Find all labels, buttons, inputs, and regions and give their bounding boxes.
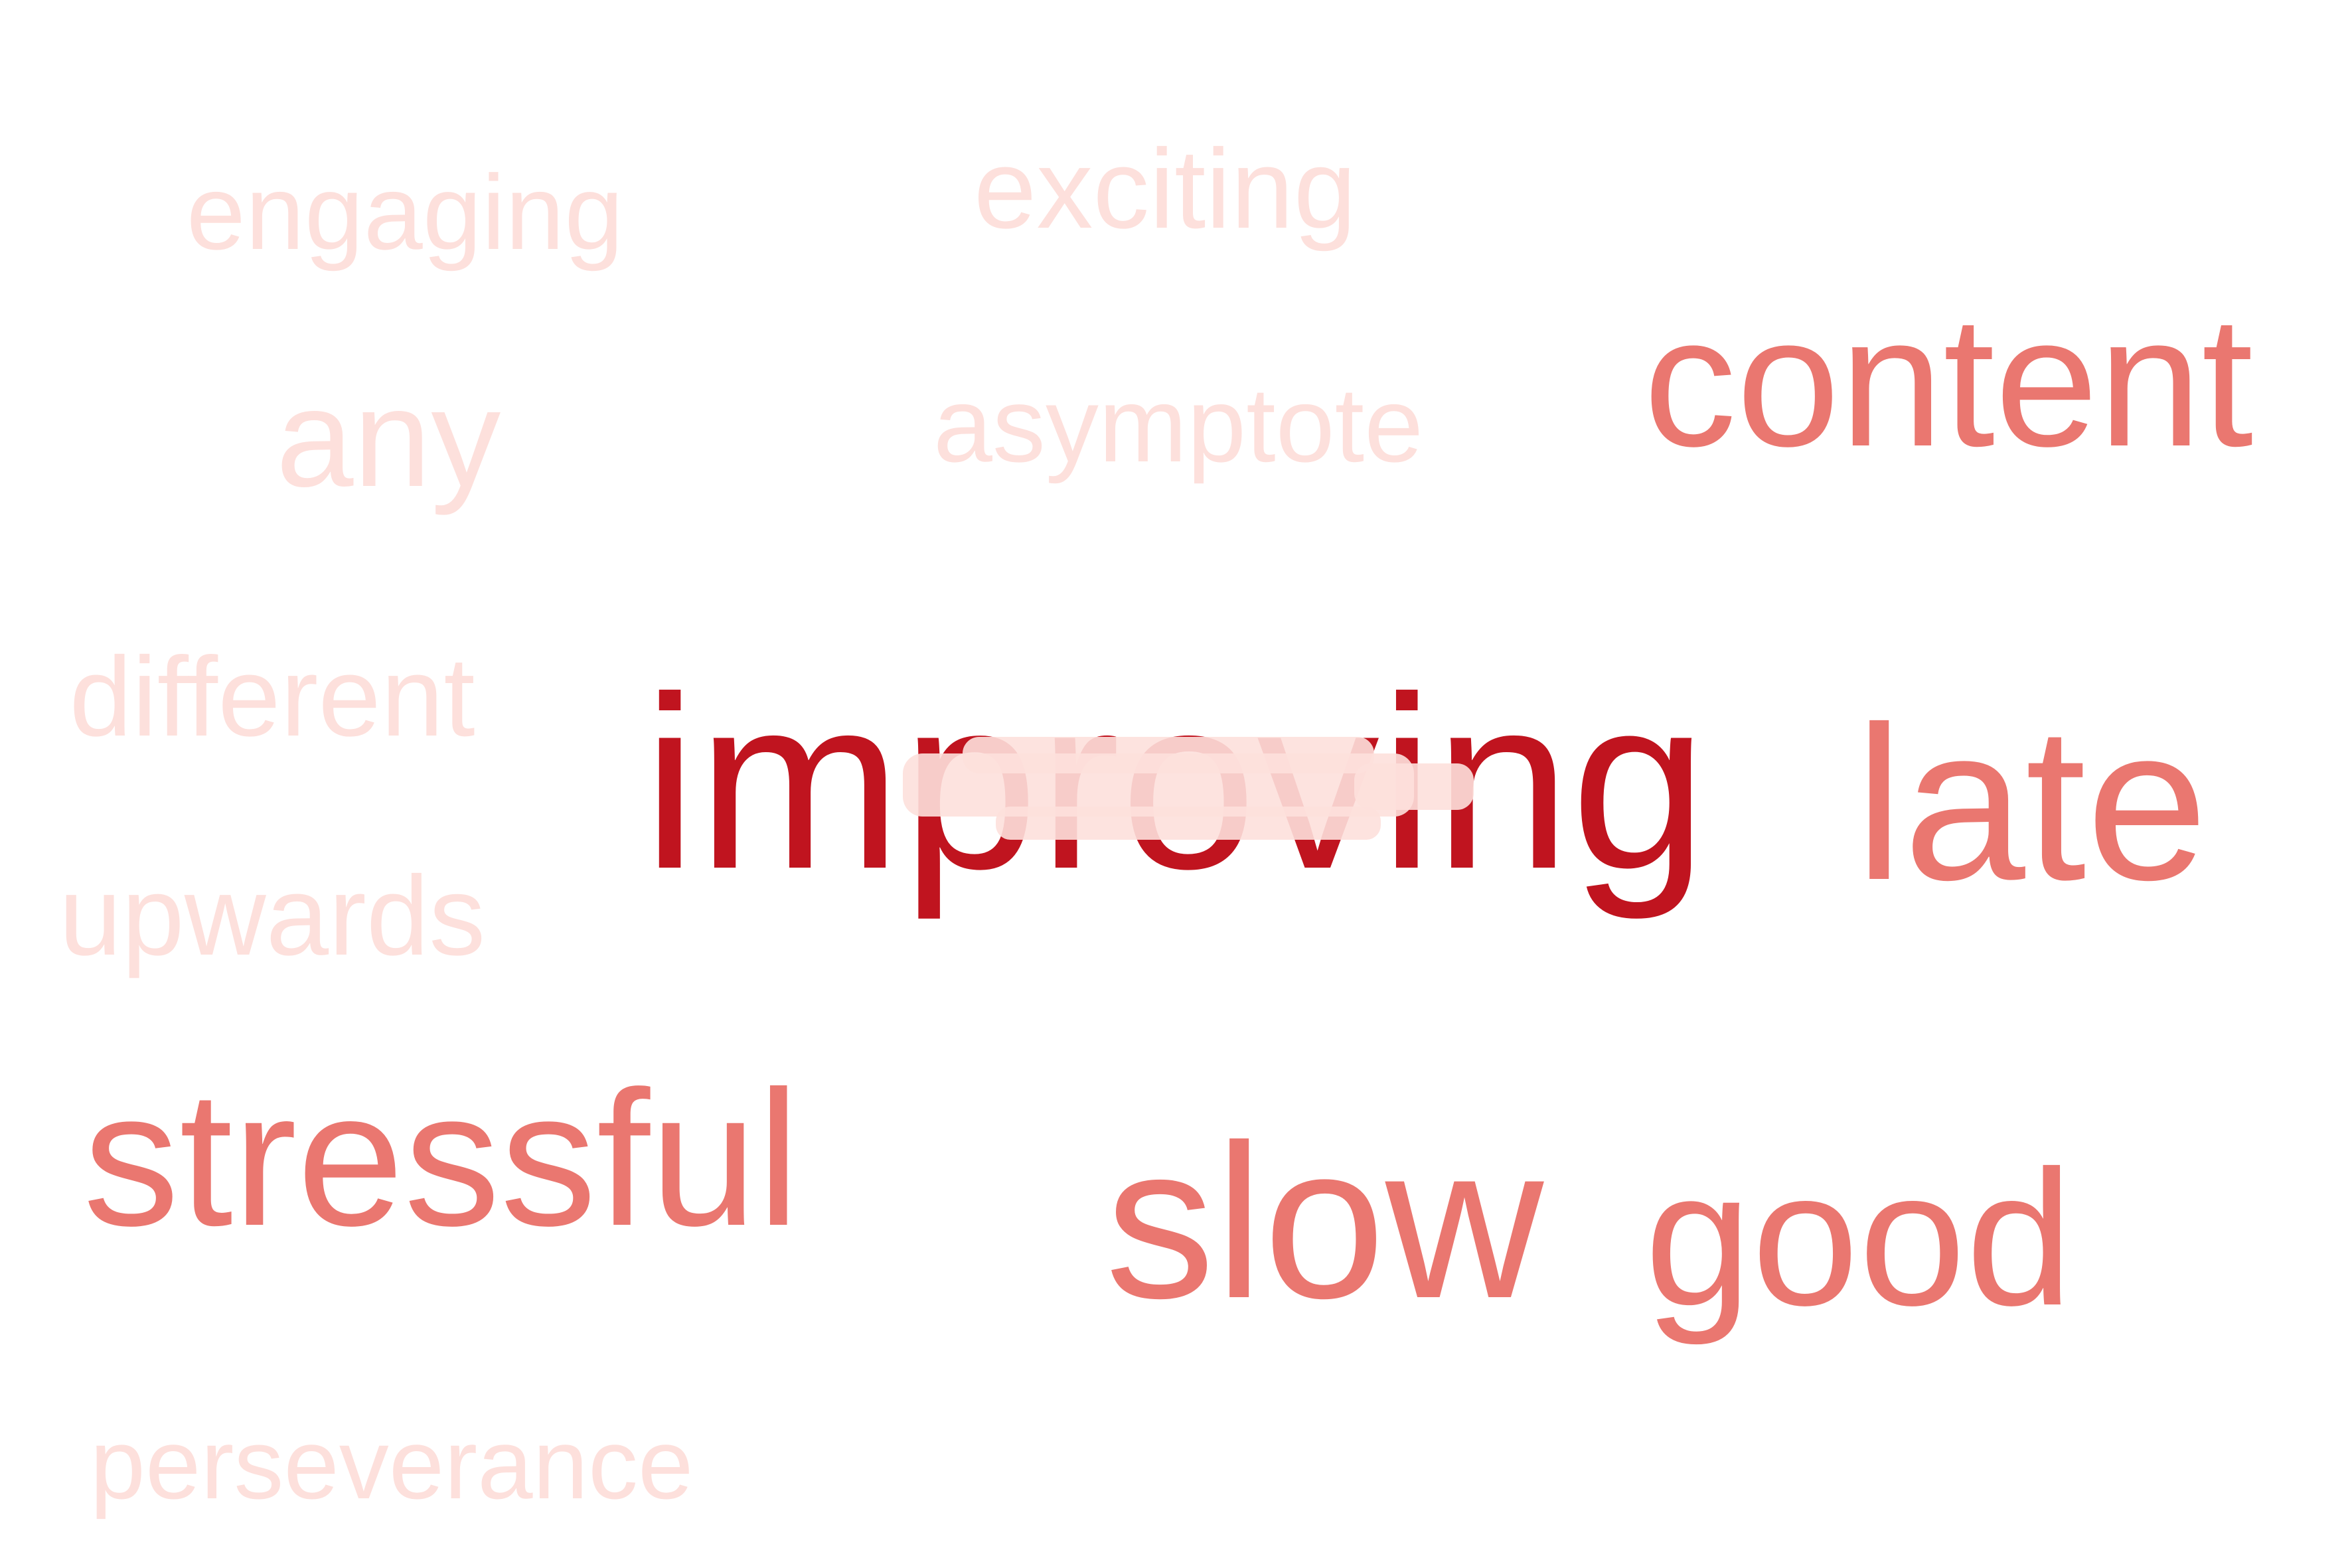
- word-improving: improving: [643, 646, 1707, 920]
- word-upwards: upwards: [58, 853, 486, 979]
- word-slow: slow: [1105, 1099, 1544, 1344]
- word-different: different: [69, 634, 475, 760]
- word-any: any: [275, 360, 501, 516]
- word-stressful: stressful: [83, 1051, 800, 1266]
- word-late: late: [1854, 680, 2209, 925]
- word-engaging: engaging: [186, 153, 624, 272]
- word-good: good: [1644, 1131, 2073, 1346]
- word-asymptote: asymptote: [933, 365, 1424, 484]
- word-perseverance: perseverance: [90, 1408, 694, 1520]
- word-exciting: exciting: [973, 126, 1357, 252]
- word-content: content: [1643, 278, 2254, 485]
